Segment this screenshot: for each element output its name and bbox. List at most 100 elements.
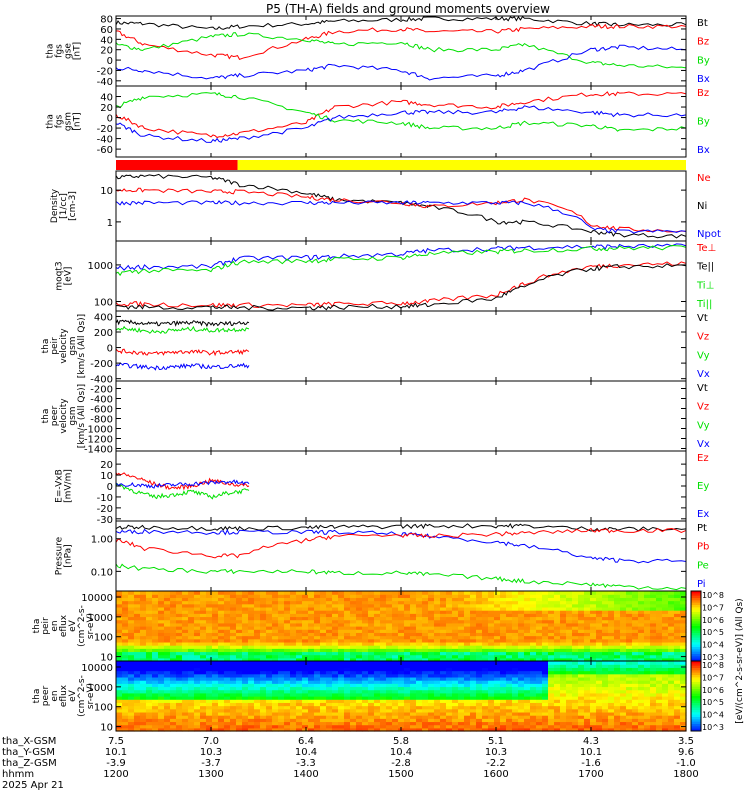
spectrogram-cell: [230, 692, 237, 697]
spectrogram-cell: [206, 635, 213, 640]
spectrogram-cell: [392, 654, 399, 659]
spectrogram-cell: [128, 683, 135, 688]
spectrogram-cell: [392, 686, 399, 691]
spectrogram-cell: [122, 715, 129, 719]
spectrogram-cell: [662, 696, 669, 700]
density-ylabel-line: Density: [50, 188, 60, 223]
spectrogram-cell: [242, 638, 249, 643]
spectrogram-cell: [182, 600, 189, 605]
spectrogram-cell: [452, 622, 459, 627]
spectrogram-cell: [146, 711, 153, 716]
spectrogram-cell: [368, 667, 375, 672]
spectrogram-cell: [392, 657, 399, 662]
spectrogram-cell: [254, 705, 261, 710]
spectrogram-cell: [242, 718, 249, 723]
spectrogram-cell: [128, 610, 135, 614]
spectrogram-cell: [332, 661, 339, 665]
spectrogram-cell: [674, 603, 681, 608]
spectrogram-cell: [236, 680, 243, 684]
spectrogram-cell: [530, 606, 537, 611]
spectrogram-cell: [224, 711, 231, 716]
spectrogram-cell: [410, 632, 417, 637]
spectrogram-cell: [422, 683, 429, 688]
spectrogram-cell: [152, 727, 159, 732]
spectrogram-cell: [548, 635, 555, 640]
spectrogram-cell: [236, 664, 243, 668]
spectrogram-cell: [212, 727, 219, 732]
spectrogram-cell: [656, 692, 663, 697]
spectrogram-cell: [398, 606, 405, 611]
spectrogram-cell: [662, 683, 669, 688]
spectrogram-cell: [344, 657, 351, 662]
spectrogram-cell: [212, 619, 219, 624]
spectrogram-cell: [236, 591, 243, 595]
spectrogram-cell: [134, 606, 141, 611]
spectrogram-cell: [134, 673, 141, 678]
spectrogram-cell: [254, 699, 261, 703]
spectrogram-cell: [446, 626, 453, 630]
spectrogram-cell: [230, 610, 237, 614]
spectrogram-cell: [362, 651, 369, 656]
spectrogram-cell: [464, 699, 471, 703]
spectrogram-cell: [380, 648, 387, 653]
spectrogram-cell: [476, 661, 483, 665]
temperature-legend-2: Ti⊥: [696, 280, 714, 291]
spectrogram-cell: [662, 680, 669, 684]
spectrogram-cell: [638, 711, 645, 716]
spectrogram-cell: [596, 616, 603, 621]
spectrogram-cell: [368, 629, 375, 633]
spectrogram-cell: [680, 629, 687, 633]
spectrogram-cell: [626, 696, 633, 700]
spectrogram-cell: [608, 591, 615, 595]
spectrogram-cell: [320, 676, 327, 681]
spectrogram-cell: [590, 664, 597, 668]
spectrogram-cell: [650, 610, 657, 614]
spectrogram-cell: [512, 724, 519, 729]
spectrogram-cell: [128, 667, 135, 672]
spectrogram-cell: [302, 711, 309, 716]
spectrogram-cell: [416, 638, 423, 643]
spectrogram-cell: [206, 638, 213, 643]
spectrogram-cell: [554, 708, 561, 713]
spectrogram-cell: [242, 600, 249, 605]
spectrogram-cell: [482, 670, 489, 675]
spectrogram-cell: [404, 651, 411, 656]
spectrogram-cell: [572, 686, 579, 691]
spectrogram-cell: [674, 622, 681, 627]
spectrogram-cell: [164, 651, 171, 656]
spectrogram-cell: [218, 610, 225, 614]
spectrogram-cell: [590, 724, 597, 729]
spectrogram-cell: [200, 629, 207, 633]
spectrogram-cell: [440, 692, 447, 697]
spectrogram-cell: [392, 638, 399, 643]
spectrogram-cell: [428, 676, 435, 681]
spectrogram-cell: [338, 699, 345, 703]
spectrogram-cell: [302, 606, 309, 611]
colorbar-band: [691, 602, 701, 606]
spectrogram-cell: [386, 616, 393, 621]
spectrogram-cell: [320, 696, 327, 700]
density-ytick-label: 1: [107, 218, 113, 229]
spectrogram-cell: [590, 657, 597, 662]
spectrogram-cell: [650, 670, 657, 675]
spectrogram-cell: [212, 645, 219, 649]
spectrogram-cell: [260, 603, 267, 608]
colorbar-band: [691, 684, 701, 688]
spectrogram-cell: [518, 626, 525, 630]
spectrogram-cell: [296, 661, 303, 665]
spectrogram-cell: [626, 610, 633, 614]
spectrogram-cell: [128, 724, 135, 729]
spectrogram-cell: [374, 635, 381, 640]
spectrogram-cell: [662, 727, 669, 732]
spectrogram-cell: [584, 648, 591, 653]
spectrogram-cell: [470, 654, 477, 659]
spectrogram-cell: [116, 689, 123, 694]
spectrogram-cell: [596, 670, 603, 675]
spectrogram-cell: [242, 664, 249, 668]
spectrogram-cell: [416, 657, 423, 662]
spectrogram-cell: [506, 610, 513, 614]
peir-velocity-ylabel-line: tha: [41, 339, 51, 354]
spectrogram-cell: [164, 619, 171, 624]
spectrogram-cell: [458, 696, 465, 700]
spectrogram-cell: [176, 600, 183, 605]
